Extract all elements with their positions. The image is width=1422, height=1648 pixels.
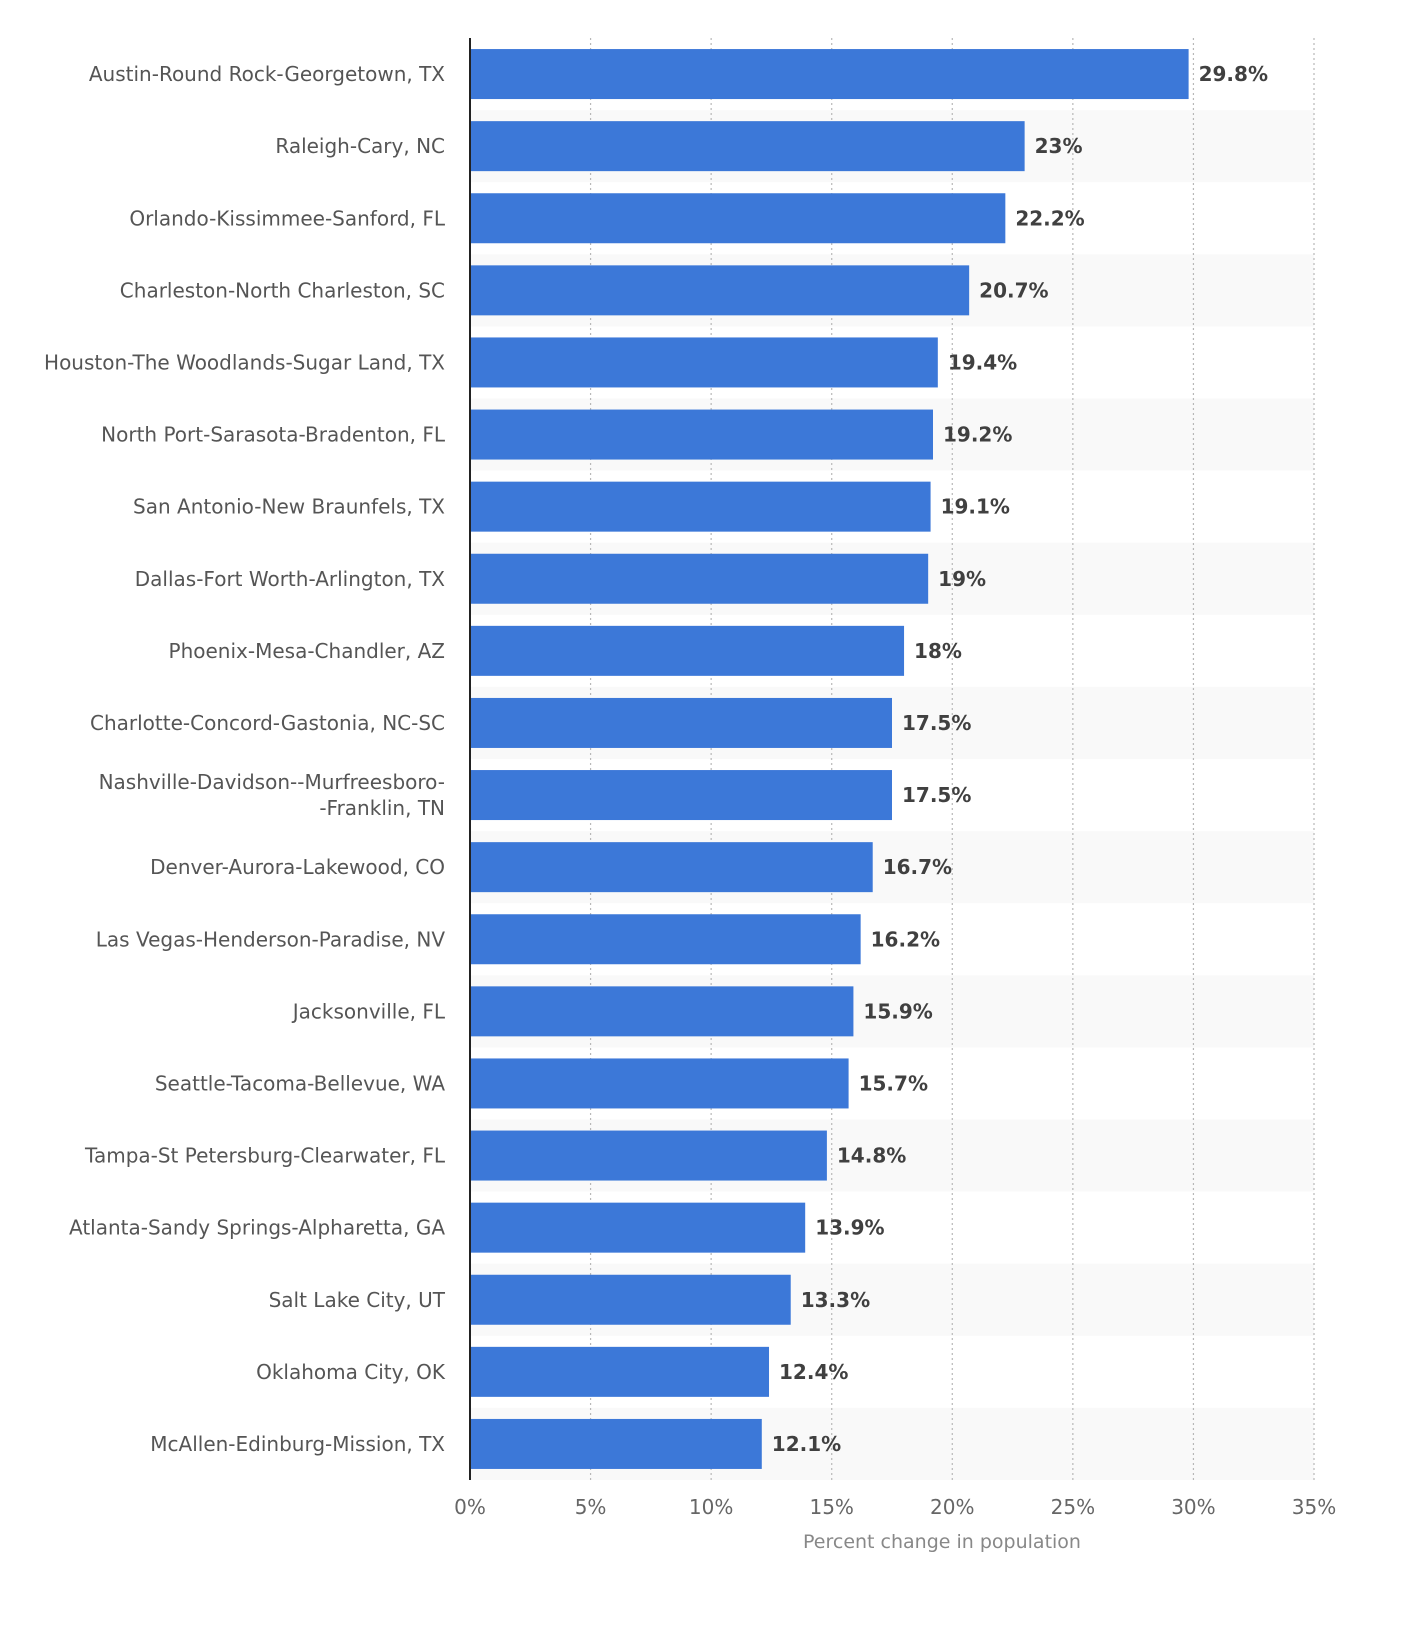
x-tick-label: 15%: [809, 1495, 853, 1519]
value-labels: 29.8% 23% 22.2% 20.7% 19.4% 19.2% 19.1% 19% 18% 1…: [772, 62, 1268, 1456]
data-label: 13.9%: [815, 1216, 884, 1240]
bar[interactable]: [470, 481, 931, 532]
bar[interactable]: [470, 986, 854, 1037]
category-label: Seattle-Tacoma-Bellevue, WA: [155, 1071, 445, 1095]
category-label: Salt Lake City, UT: [269, 1288, 446, 1312]
bar[interactable]: [470, 770, 892, 821]
data-label: 19%: [938, 567, 986, 591]
category-label: Raleigh-Cary, NC: [275, 134, 445, 158]
bar[interactable]: [470, 1418, 762, 1469]
data-label: 22.2%: [1015, 206, 1084, 230]
data-label: 15.7%: [859, 1071, 928, 1095]
category-label: Houston-The Woodlands-Sugar Land, TX: [44, 350, 445, 374]
category-label: Atlanta-Sandy Springs-Alpharetta, GA: [69, 1216, 445, 1240]
x-tick-label: 10%: [689, 1495, 733, 1519]
bars: [470, 49, 1189, 1469]
category-labels: Austin-Round Rock-Georgetown, TX Raleigh-…: [44, 62, 446, 1456]
data-label: 13.3%: [801, 1288, 870, 1312]
x-tick-label: 0%: [454, 1495, 486, 1519]
data-label: 17.5%: [902, 711, 971, 735]
category-label: Austin-Round Rock-Georgetown, TX: [89, 62, 445, 86]
bar[interactable]: [470, 1130, 827, 1181]
category-label: Charlotte-Concord-Gastonia, NC-SC: [90, 711, 445, 735]
x-tick-label: 5%: [575, 1495, 607, 1519]
x-tick-labels: 0% 5% 10% 15% 20% 25% 30% 35%: [454, 1495, 1336, 1519]
bar[interactable]: [470, 49, 1189, 100]
bar[interactable]: [470, 1058, 849, 1109]
data-label: 19.4%: [948, 350, 1017, 374]
bar[interactable]: [470, 1346, 770, 1397]
bar[interactable]: [470, 625, 905, 676]
data-label: 23%: [1035, 134, 1083, 158]
data-label: 20.7%: [979, 278, 1048, 302]
category-label: Dallas-Fort Worth-Arlington, TX: [135, 567, 446, 591]
bar[interactable]: [470, 409, 933, 460]
category-label: Nashville-Davidson--Murfreesboro--Frankl…: [99, 770, 445, 820]
bar[interactable]: [470, 1202, 806, 1253]
bar[interactable]: [470, 193, 1006, 244]
category-label: North Port-Sarasota-Bradenton, FL: [101, 423, 446, 447]
x-tick-label: 20%: [930, 1495, 974, 1519]
data-label: 18%: [914, 639, 962, 663]
bar[interactable]: [470, 121, 1025, 172]
category-label: Denver-Aurora-Lakewood, CO: [150, 855, 445, 879]
bar[interactable]: [470, 914, 861, 965]
category-label: Tampa-St Petersburg-Clearwater, FL: [84, 1144, 446, 1168]
data-label: 16.7%: [883, 855, 952, 879]
category-label: Charleston-North Charleston, SC: [120, 278, 445, 302]
bar[interactable]: [470, 842, 873, 893]
category-label-line: Nashville-Davidson--Murfreesboro-: [99, 770, 445, 794]
bar[interactable]: [470, 265, 970, 316]
x-tick-label: 30%: [1171, 1495, 1215, 1519]
category-label: San Antonio-New Braunfels, TX: [133, 495, 445, 519]
bar[interactable]: [470, 337, 938, 388]
x-tick-label: 25%: [1051, 1495, 1095, 1519]
category-label-line: -Franklin, TN: [319, 796, 445, 820]
data-label: 19.1%: [941, 495, 1010, 519]
bar[interactable]: [470, 553, 929, 604]
data-label: 14.8%: [837, 1144, 906, 1168]
category-label: Orlando-Kissimmee-Sanford, FL: [129, 206, 446, 230]
category-label: Las Vegas-Henderson-Paradise, NV: [96, 927, 446, 951]
data-label: 19.2%: [943, 423, 1012, 447]
x-axis-title: Percent change in population: [803, 1531, 1081, 1553]
data-label: 16.2%: [871, 927, 940, 951]
category-label: Oklahoma City, OK: [256, 1360, 446, 1384]
category-label: McAllen-Edinburg-Mission, TX: [150, 1432, 445, 1456]
bar[interactable]: [470, 697, 892, 748]
data-label: 15.9%: [863, 999, 932, 1023]
bar[interactable]: [470, 1274, 791, 1325]
data-label: 29.8%: [1199, 62, 1268, 86]
category-label: Jacksonville, FL: [291, 999, 446, 1023]
x-tick-label: 35%: [1292, 1495, 1336, 1519]
category-label: Phoenix-Mesa-Chandler, AZ: [169, 639, 445, 663]
data-label: 12.4%: [779, 1360, 848, 1384]
data-label: 17.5%: [902, 783, 971, 807]
data-label: 12.1%: [772, 1432, 841, 1456]
